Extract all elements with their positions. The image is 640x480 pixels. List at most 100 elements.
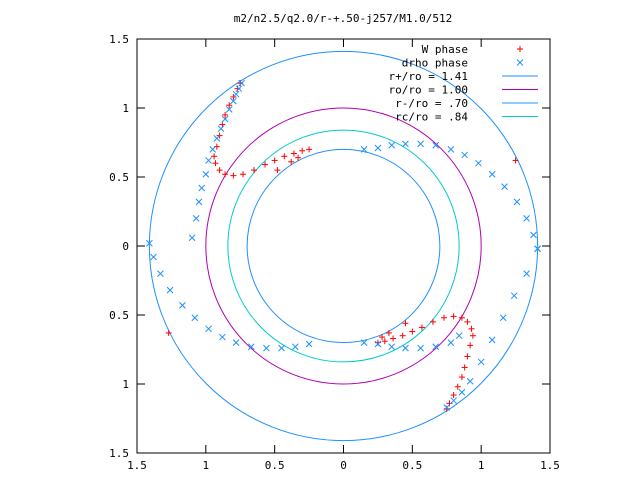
- data-point: [295, 154, 302, 161]
- data-point: [454, 383, 461, 390]
- data-point: [440, 314, 447, 321]
- data-point: [443, 404, 451, 411]
- legend-swatch: [516, 59, 524, 66]
- data-point: [447, 339, 455, 346]
- x-tick-label: 1.5: [540, 459, 560, 472]
- data-point: [234, 85, 241, 92]
- data-point: [467, 342, 474, 349]
- data-point: [237, 80, 244, 87]
- data-point: [432, 343, 440, 351]
- data-point: [388, 141, 396, 149]
- reference-circles: [148, 50, 539, 442]
- legend-label: r+/ro = 1.41: [389, 70, 468, 83]
- data-point: [418, 324, 425, 331]
- data-point: [390, 335, 397, 342]
- legend-label: rc/ro = .84: [395, 111, 468, 124]
- data-point: [198, 184, 206, 192]
- circle-0: [148, 50, 539, 442]
- data-point: [166, 286, 174, 294]
- circle-2: [246, 148, 441, 344]
- data-point: [513, 198, 521, 206]
- data-point: [232, 339, 240, 346]
- data-point: [192, 215, 200, 222]
- data-point: [461, 151, 469, 159]
- data-point: [447, 146, 455, 153]
- data-point: [468, 325, 475, 332]
- y-tick-label: 1.5: [109, 33, 129, 46]
- data-point: [446, 400, 453, 407]
- legend-swatch: [517, 46, 523, 52]
- y-tick-label: 1: [122, 378, 129, 391]
- data-point: [202, 170, 210, 178]
- data-point: [464, 318, 471, 325]
- data-point: [512, 157, 519, 164]
- y-tick-label: 1: [122, 102, 129, 115]
- data-point: [232, 90, 240, 98]
- data-point: [205, 157, 212, 164]
- y-tick-label: 0.5: [109, 309, 129, 322]
- data-point: [291, 343, 299, 351]
- data-point: [191, 314, 199, 322]
- data-point: [281, 153, 288, 160]
- data-point: [469, 332, 476, 339]
- x-tick-label: 1.5: [127, 459, 147, 472]
- data-point: [374, 144, 382, 152]
- data-point: [213, 135, 221, 142]
- data-point: [305, 340, 313, 348]
- data-point: [230, 97, 237, 105]
- data-point: [534, 245, 541, 253]
- data-point: [290, 150, 297, 157]
- data-point: [225, 106, 233, 113]
- data-point: [374, 340, 382, 348]
- data-point: [510, 292, 518, 300]
- data-point: [458, 314, 465, 321]
- data-point: [402, 344, 409, 352]
- data-point: [216, 167, 223, 174]
- data-point: [458, 388, 466, 396]
- data-point: [477, 358, 485, 366]
- data-point: [221, 115, 229, 123]
- data-point: [212, 160, 219, 167]
- circle-3: [227, 129, 460, 363]
- data-point: [262, 161, 269, 168]
- data-point: [402, 140, 409, 148]
- legend-label: drho phase: [402, 57, 468, 70]
- legend-label: r-/ro = .70: [395, 97, 468, 110]
- series-w-phase: [165, 80, 519, 412]
- data-point: [443, 405, 450, 412]
- data-point: [247, 343, 255, 351]
- data-point: [399, 332, 406, 339]
- data-point: [417, 140, 424, 148]
- data-point: [209, 146, 217, 153]
- x-tick-label: 1: [478, 459, 485, 472]
- data-point: [475, 159, 482, 167]
- data-point: [450, 392, 457, 399]
- chart-title: m2/n2.5/q2.0/r-+.50-j257/M1.0/512: [234, 12, 453, 25]
- data-point: [306, 146, 313, 153]
- data-point: [402, 320, 409, 327]
- data-point: [450, 397, 457, 404]
- data-point: [429, 318, 436, 325]
- data-point: [379, 334, 386, 341]
- data-point: [271, 157, 278, 164]
- data-point: [488, 336, 496, 344]
- data-point: [274, 167, 281, 174]
- data-point: [388, 343, 396, 351]
- x-tick-label: 1: [203, 459, 210, 472]
- data-point: [217, 125, 225, 133]
- data-point: [360, 146, 368, 153]
- data-point: [523, 270, 530, 277]
- circle-1: [205, 107, 482, 385]
- data-point: [165, 329, 172, 336]
- data-point: [409, 328, 416, 335]
- data-point: [464, 353, 471, 360]
- data-point: [432, 141, 440, 149]
- data-point: [263, 344, 270, 352]
- data-point: [211, 153, 218, 160]
- data-point: [251, 167, 258, 174]
- data-point: [450, 313, 457, 320]
- y-tick-label: 1.5: [109, 447, 129, 460]
- data-point: [157, 270, 164, 277]
- y-tick-label: 0.5: [109, 171, 129, 184]
